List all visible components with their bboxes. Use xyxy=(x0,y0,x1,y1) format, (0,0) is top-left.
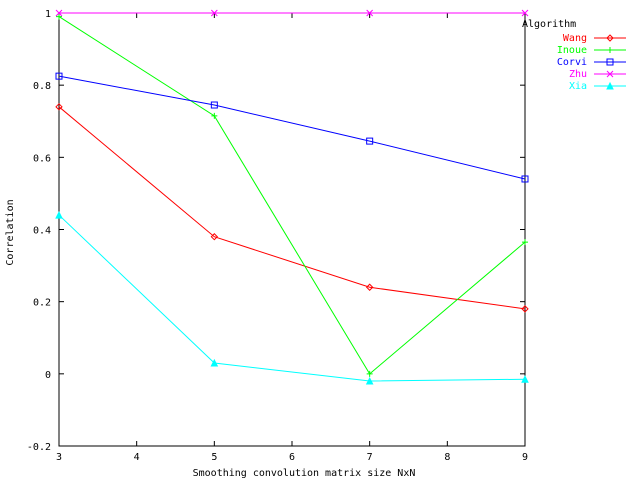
x-tick-label: 3 xyxy=(56,452,62,463)
data-point-inoue xyxy=(211,112,218,119)
series-lines xyxy=(55,9,529,385)
x-tick-label: 6 xyxy=(289,452,295,463)
data-point-xia xyxy=(210,358,219,367)
series-line-corvi xyxy=(58,75,526,180)
data-point-xia xyxy=(365,376,374,385)
data-point-zhu xyxy=(366,9,374,17)
data-point-corvi xyxy=(521,175,529,183)
plot-frame xyxy=(58,12,526,447)
data-point-corvi xyxy=(210,101,218,109)
x-axis-label: Smoothing convolution matrix size NxN xyxy=(193,468,416,479)
data-point-inoue xyxy=(366,370,373,377)
y-tick-label: 0.8 xyxy=(33,81,51,92)
y-tick-label: 0 xyxy=(45,370,51,381)
data-point-zhu xyxy=(521,9,529,17)
data-point-wang xyxy=(365,283,374,291)
series-line-wang xyxy=(58,106,526,310)
legend-marker-zhu xyxy=(606,70,614,78)
axis-ticks: 3 4 5 6 7 8 9 -0.2 0 0.2 0.4 0.6 0.8 1 xyxy=(27,9,528,463)
plot-area xyxy=(58,12,526,447)
data-point-xia xyxy=(55,210,63,219)
legend-label-wang: Wang xyxy=(563,33,587,44)
data-point-inoue xyxy=(56,13,62,20)
y-axis-label: Correlation xyxy=(5,199,16,265)
legend-marker-xia xyxy=(606,81,614,90)
legend-marker-inoue xyxy=(607,47,613,53)
x-tick-label: 9 xyxy=(522,452,528,463)
series-line-xia xyxy=(58,214,526,382)
x-tick-label: 7 xyxy=(367,452,373,463)
data-point-wang xyxy=(210,233,219,241)
data-point-corvi xyxy=(366,137,374,145)
y-tick-label: -0.2 xyxy=(27,442,51,453)
x-tick-label: 5 xyxy=(211,452,217,463)
legend-title: Algorithm xyxy=(522,19,576,30)
x-tick-label: 4 xyxy=(134,452,140,463)
data-point-zhu xyxy=(210,9,218,17)
data-point-corvi xyxy=(55,72,63,80)
x-tick-label: 8 xyxy=(444,452,450,463)
y-tick-label: 0.4 xyxy=(33,226,51,237)
data-point-wang xyxy=(521,305,529,313)
data-point-inoue xyxy=(522,239,528,246)
legend-label-corvi: Corvi xyxy=(557,57,587,68)
data-point-xia xyxy=(521,375,529,383)
data-point-wang xyxy=(55,103,63,111)
legend-label-zhu: Zhu xyxy=(569,69,587,80)
legend-label-inoue: Inoue xyxy=(557,45,587,56)
y-tick-label: 0.2 xyxy=(33,298,51,309)
y-tick-label: 0.6 xyxy=(33,153,51,164)
legend-marker-wang xyxy=(606,34,614,42)
y-tick-label: 1 xyxy=(45,9,51,20)
data-point-zhu xyxy=(55,9,63,17)
legend-marker-corvi xyxy=(606,58,614,66)
legend-label-xia: Xia xyxy=(569,81,587,92)
series-line-inoue xyxy=(58,16,526,375)
